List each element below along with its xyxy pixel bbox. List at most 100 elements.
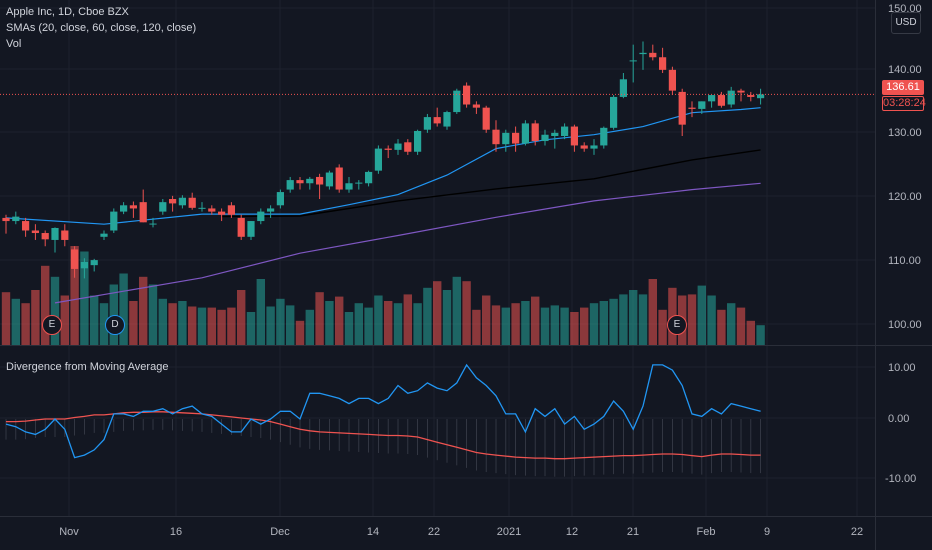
volume-bar: [1, 292, 11, 345]
sma-legend[interactable]: SMAs (20, close, 60, close, 120, close): [6, 22, 197, 34]
date-tick: Dec: [270, 526, 290, 538]
symbol-title[interactable]: Apple Inc, 1D, Cboe BZX: [6, 6, 129, 18]
dividend-event-badge[interactable]: D: [105, 315, 125, 335]
main-legend[interactable]: Apple Inc, 1D, Cboe BZX SMAs (20, close,…: [6, 4, 196, 52]
divergence-title[interactable]: Divergence from Moving Average: [6, 361, 169, 373]
candle-body: [433, 117, 441, 124]
candle-body: [129, 205, 137, 209]
volume-bar: [501, 307, 510, 345]
candle: [580, 142, 588, 152]
volume-bar: [540, 307, 550, 345]
time-axis[interactable]: Nov 16 Dec 14 22 2021 12 21 Feb 9 22: [59, 526, 863, 538]
candle: [639, 41, 647, 70]
candle: [423, 113, 431, 133]
volume-bar: [50, 276, 60, 345]
candle: [159, 199, 167, 215]
volume-bar: [648, 279, 657, 345]
volume-bar: [99, 303, 109, 345]
last-price-tag: 136.61: [882, 80, 924, 95]
candle-body: [325, 172, 333, 187]
candle: [80, 258, 88, 279]
candle: [355, 180, 363, 190]
candle: [374, 145, 382, 174]
indicator-legend[interactable]: Divergence from Moving Average: [6, 359, 168, 375]
date-tick: 12: [566, 526, 578, 538]
candle: [198, 202, 206, 212]
candle-body: [267, 208, 275, 212]
candle-body: [384, 148, 392, 150]
volume-bar: [207, 307, 216, 345]
candle-body: [423, 117, 431, 130]
candle-body: [316, 176, 324, 185]
candle: [698, 101, 706, 114]
candle-body: [22, 221, 30, 231]
volume-bar: [286, 305, 295, 345]
volume-bar: [589, 303, 599, 345]
sma-120-line: [54, 182, 761, 304]
volume-bar: [139, 276, 148, 345]
candle: [100, 230, 108, 240]
candle-body: [678, 91, 686, 125]
candle-body: [443, 112, 451, 127]
candle-body: [139, 202, 147, 223]
candle: [668, 66, 676, 96]
candle: [727, 86, 735, 108]
candle-body: [12, 216, 20, 222]
date-tick: 21: [627, 526, 639, 538]
volume-bar: [335, 296, 344, 345]
divergence-line: [5, 363, 761, 459]
price-tick: 130.00: [888, 127, 922, 139]
candle-body: [247, 221, 255, 237]
candle-body: [659, 57, 667, 70]
candle: [443, 110, 451, 130]
earnings-event-badge[interactable]: E: [667, 315, 687, 335]
candle-body: [717, 95, 725, 106]
price-tick: 110.00: [888, 255, 921, 267]
volume-bar: [129, 301, 138, 345]
moving-average-lines: [5, 107, 761, 304]
sma-20-line: [5, 107, 761, 225]
candle-body: [541, 134, 549, 142]
candle: [169, 195, 177, 212]
volume-bar: [188, 306, 197, 345]
candle: [688, 101, 696, 118]
volume-bar: [168, 303, 177, 345]
candle-body: [394, 143, 402, 150]
candle-body: [551, 132, 559, 136]
volume-bar: [197, 307, 207, 345]
candle: [747, 91, 755, 102]
candle: [384, 145, 392, 159]
volume-bar: [158, 298, 167, 345]
volume-bar: [354, 303, 363, 345]
volume-bar: [619, 294, 628, 345]
candle-body: [237, 217, 245, 237]
volume-bar: [531, 296, 540, 345]
volume-bar: [736, 307, 746, 345]
volume-bar: [60, 295, 69, 345]
candle: [708, 95, 716, 108]
candle-body: [110, 211, 118, 231]
candle-body: [31, 230, 39, 234]
candle-body: [639, 52, 647, 55]
earnings-event-badge[interactable]: E: [42, 315, 62, 335]
candle: [237, 214, 245, 240]
candle-body: [296, 180, 304, 184]
volume-bar: [560, 307, 569, 345]
candle-body: [61, 230, 69, 240]
divergence-indicator: [5, 363, 761, 477]
price-axis[interactable]: 150.00 140.00 130.00 120.00 110.00 100.0…: [888, 3, 922, 331]
candle-body: [414, 130, 422, 152]
candle-body: [41, 233, 49, 240]
candle-body: [188, 197, 196, 208]
candle-body: [600, 127, 608, 146]
volume-bar: [227, 307, 236, 345]
candle-body: [590, 145, 598, 149]
volume-legend[interactable]: Vol: [6, 38, 22, 50]
candle: [178, 195, 186, 209]
volume-bar: [41, 265, 50, 345]
volume-bar: [629, 290, 638, 345]
candle: [188, 192, 196, 210]
oscillator-axis[interactable]: 10.00 0.00 -10.00: [885, 362, 916, 485]
currency-button[interactable]: USD: [891, 12, 921, 34]
